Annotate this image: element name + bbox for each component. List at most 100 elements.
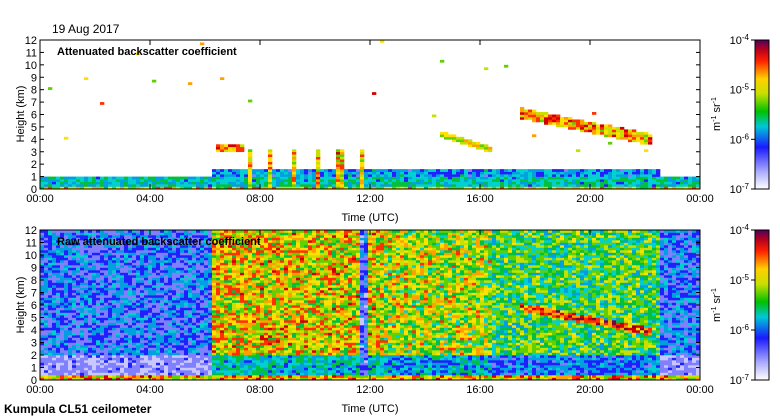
heatmap-cell bbox=[60, 335, 65, 338]
heatmap-cell bbox=[184, 186, 189, 189]
heatmap-cell bbox=[240, 257, 245, 261]
heatmap-cell bbox=[80, 357, 85, 361]
heatmap-cell bbox=[208, 290, 213, 293]
heatmap-cell bbox=[84, 237, 89, 241]
heatmap-cell bbox=[116, 181, 121, 185]
heatmap-cell bbox=[184, 262, 189, 266]
heatmap-cell bbox=[48, 322, 53, 326]
heatmap-cell bbox=[100, 322, 105, 326]
heatmap-cell bbox=[184, 176, 189, 180]
heatmap-cell bbox=[112, 307, 117, 311]
heatmap-cell bbox=[476, 174, 481, 177]
heatmap-cell bbox=[236, 146, 241, 150]
heatmap-cell bbox=[244, 362, 249, 366]
heatmap-cell bbox=[532, 179, 537, 182]
heatmap-cell bbox=[72, 186, 77, 189]
heatmap-cell bbox=[444, 186, 449, 189]
heatmap-cell bbox=[88, 247, 93, 251]
heatmap-cell bbox=[604, 179, 609, 182]
heatmap-cell bbox=[268, 362, 273, 366]
heatmap-cell bbox=[80, 307, 85, 311]
heatmap-cell bbox=[460, 139, 465, 143]
heatmap-cell bbox=[208, 350, 213, 353]
heatmap-cell bbox=[64, 252, 69, 256]
heatmap-cell bbox=[96, 260, 101, 263]
heatmap-cell bbox=[48, 317, 53, 321]
heatmap-cell bbox=[424, 179, 429, 182]
heatmap-cell bbox=[48, 347, 53, 351]
heatmap-cell bbox=[228, 267, 233, 271]
heatmap-cell bbox=[188, 287, 193, 291]
heatmap-cell bbox=[612, 171, 617, 175]
heatmap-cell bbox=[176, 335, 181, 338]
heatmap-cell bbox=[72, 290, 77, 293]
heatmap-cell bbox=[204, 287, 209, 291]
heatmap-cell bbox=[448, 136, 453, 140]
heatmap-cell bbox=[228, 240, 233, 243]
heatmap-cell bbox=[404, 179, 409, 182]
heatmap-cell bbox=[172, 362, 177, 366]
heatmap-cell bbox=[172, 377, 177, 380]
heatmap-cell bbox=[592, 126, 597, 130]
heatmap-cell bbox=[40, 352, 45, 356]
heatmap-cell bbox=[336, 154, 341, 158]
heatmap-cell bbox=[296, 179, 301, 182]
heatmap-cell bbox=[100, 367, 105, 371]
heatmap-cell bbox=[452, 136, 457, 140]
heatmap-cell bbox=[448, 171, 453, 175]
heatmap-cell bbox=[80, 340, 85, 343]
heatmap-cell bbox=[368, 181, 373, 185]
heatmap-cell bbox=[248, 159, 253, 162]
heatmap-cell bbox=[80, 355, 85, 358]
heatmap-cell bbox=[72, 352, 77, 356]
heatmap-cell bbox=[428, 179, 433, 182]
heatmap-cell bbox=[72, 257, 77, 261]
heatmap-cell bbox=[520, 107, 525, 110]
heatmap-cell bbox=[212, 169, 217, 172]
heatmap-cell bbox=[224, 292, 229, 296]
heatmap-cell bbox=[584, 181, 589, 185]
heatmap-cell bbox=[52, 270, 57, 273]
heatmap-cell bbox=[548, 169, 553, 172]
heatmap-cell bbox=[220, 337, 225, 341]
heatmap-cell bbox=[88, 240, 93, 243]
heatmap-cell bbox=[252, 297, 257, 301]
heatmap-cell bbox=[112, 295, 117, 298]
heatmap-cell bbox=[144, 232, 149, 236]
heatmap-cell bbox=[152, 357, 157, 361]
heatmap-cell bbox=[52, 272, 57, 276]
heatmap-cell bbox=[204, 372, 209, 376]
heatmap-cell bbox=[644, 186, 649, 189]
heatmap-cell bbox=[400, 176, 405, 180]
heatmap-cell bbox=[252, 357, 257, 361]
heatmap-cell bbox=[232, 270, 237, 273]
heatmap-cell bbox=[104, 252, 109, 256]
heatmap-cell bbox=[44, 332, 49, 336]
heatmap-cell bbox=[196, 267, 201, 271]
heatmap-cell bbox=[132, 315, 137, 318]
heatmap-cell bbox=[48, 230, 53, 233]
heatmap-cell bbox=[644, 149, 649, 153]
heatmap-cell bbox=[72, 270, 77, 273]
heatmap-cell bbox=[76, 327, 81, 331]
heatmap-cell bbox=[240, 305, 245, 308]
heatmap-cell bbox=[120, 250, 125, 253]
heatmap-cell bbox=[244, 292, 249, 296]
heatmap-cell bbox=[136, 237, 141, 241]
heatmap-cell bbox=[208, 332, 213, 336]
colorbar-unit-exp1-top: -1 bbox=[711, 115, 718, 121]
heatmap-cell bbox=[52, 237, 57, 241]
heatmap-cell bbox=[240, 169, 245, 172]
heatmap-cell bbox=[632, 136, 637, 140]
heatmap-top bbox=[40, 40, 700, 189]
heatmap-cell bbox=[288, 179, 293, 182]
heatmap-cell bbox=[236, 350, 241, 353]
heatmap-cell bbox=[168, 247, 173, 251]
heatmap-cell bbox=[80, 317, 85, 321]
heatmap-cell bbox=[564, 179, 569, 182]
heatmap-cell bbox=[228, 257, 233, 261]
heatmap-cell bbox=[136, 305, 141, 308]
heatmap-cell bbox=[180, 292, 185, 296]
heatmap-cell bbox=[224, 277, 229, 281]
heatmap-cell bbox=[88, 340, 93, 343]
